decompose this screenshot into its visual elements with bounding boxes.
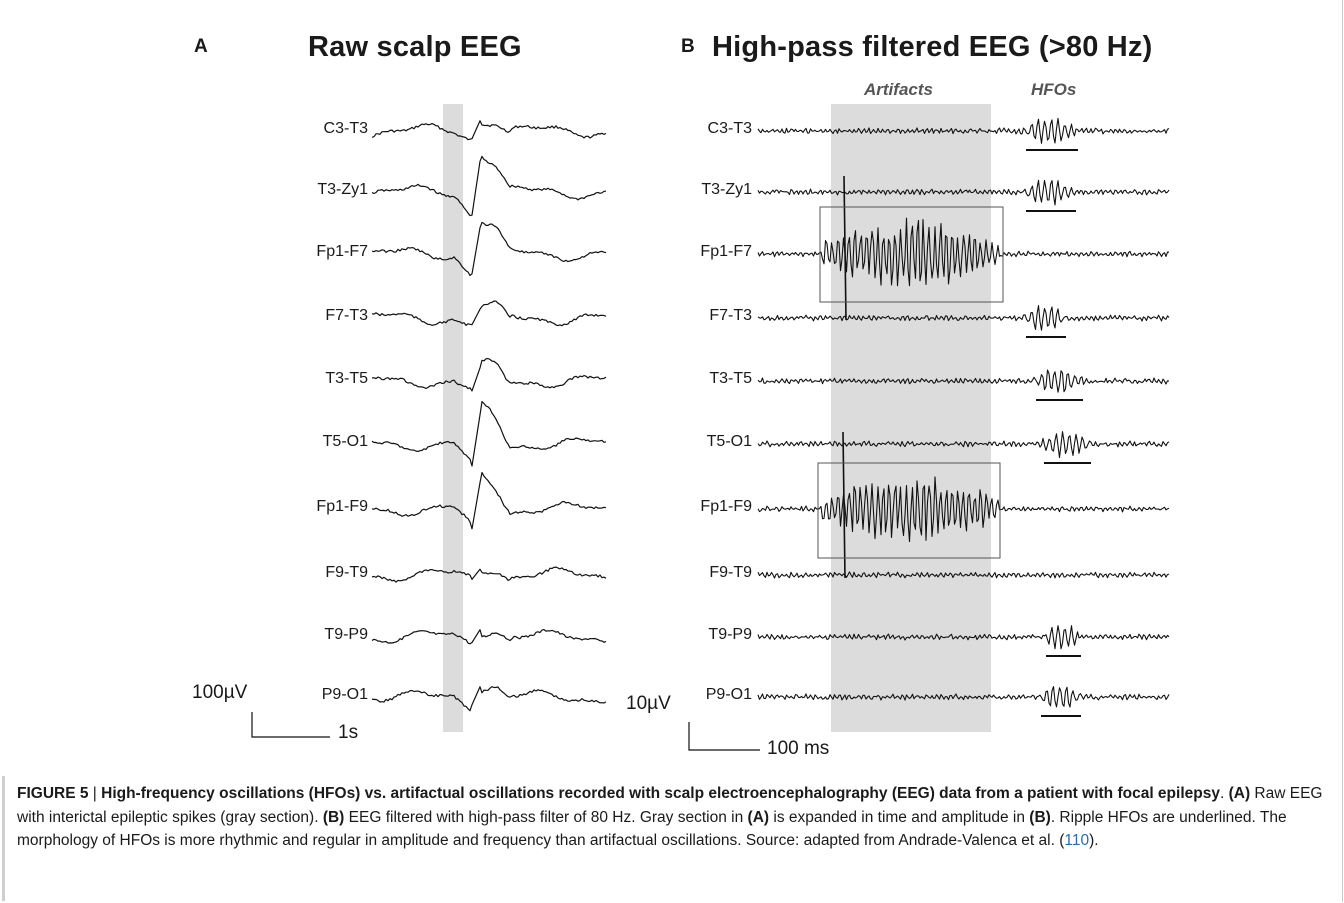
eeg-trace-b-f9-t9 — [757, 571, 1170, 579]
channel-label-a-t9-p9: T9-P9 — [324, 626, 368, 643]
channel-label-a-f7-t3: F7-T3 — [325, 307, 368, 324]
caption-text-5: . Ripple HFOs are underlined. The morpho… — [17, 808, 1287, 850]
eeg-trace-a-t3-zy1 — [371, 155, 607, 217]
figure-caption: FIGURE 5 | High-frequency oscillations (… — [17, 782, 1337, 853]
eeg-trace-b-t5-o1 — [757, 431, 1170, 459]
caption-text-6: ). — [1089, 832, 1099, 849]
eeg-trace-a-fp1-f9 — [371, 471, 607, 530]
artifact-box-fp1-f7 — [819, 206, 1004, 303]
caption-ref-b-2: (B) — [1029, 808, 1051, 826]
artifact-box-fp1-f9 — [817, 462, 1001, 559]
panel-a-gray-band — [443, 104, 463, 732]
spike-artifact-2 — [842, 431, 846, 579]
channel-label-a-t3-t5: T3-T5 — [325, 370, 368, 387]
channel-label-b-c3-t3: C3-T3 — [707, 120, 752, 137]
caption-text-3: EEG filtered with high-pass filter of 80… — [344, 808, 748, 826]
caption-separator: | — [88, 785, 102, 802]
channel-label-a-t5-o1: T5-O1 — [322, 433, 368, 450]
eeg-trace-b-fp1-f7 — [757, 217, 1170, 287]
eeg-trace-a-f9-t9 — [371, 566, 607, 583]
eeg-trace-a-fp1-f7 — [371, 221, 607, 276]
spike-artifact-1 — [843, 175, 847, 321]
caption-text-1: . — [1219, 785, 1229, 802]
citation-link[interactable]: 110 — [1064, 832, 1090, 849]
scale-b-time: 100 ms — [767, 738, 830, 759]
eeg-trace-a-t5-o1 — [371, 401, 607, 467]
scale-b-amplitude: 10µV — [626, 693, 671, 714]
caption-rule — [2, 776, 5, 901]
scale-bar-b — [688, 722, 760, 751]
caption-ref-a-2: (A) — [747, 808, 770, 826]
panel-b-letter: B — [681, 36, 695, 57]
caption-title: High-frequency oscillations (HFOs) vs. a… — [101, 785, 1220, 802]
caption-figure-label: FIGURE 5 — [17, 785, 89, 802]
eeg-trace-b-t3-zy1 — [757, 179, 1170, 206]
eeg-trace-a-p9-o1 — [371, 686, 607, 712]
channel-label-b-t5-o1: T5-O1 — [706, 433, 752, 450]
channel-label-a-f9-t9: F9-T9 — [325, 564, 368, 581]
channel-label-b-p9-o1: P9-O1 — [705, 686, 752, 703]
eeg-trace-a-t3-t5 — [371, 357, 607, 392]
channel-label-b-t3-t5: T3-T5 — [709, 370, 752, 387]
channel-label-b-f7-t3: F7-T3 — [709, 307, 752, 324]
panel-a-title: Raw scalp EEG — [308, 31, 522, 63]
artifacts-label: Artifacts — [864, 80, 933, 99]
channel-label-b-f9-t9: F9-T9 — [709, 564, 752, 581]
channel-label-b-fp1-f7: Fp1-F7 — [700, 243, 752, 260]
eeg-trace-a-c3-t3 — [371, 120, 607, 141]
channel-label-b-t3-zy1: T3-Zy1 — [701, 181, 752, 198]
panel-a-letter: A — [194, 36, 208, 57]
eeg-trace-b-f7-t3 — [757, 305, 1170, 331]
panel-b-traces — [757, 117, 1170, 708]
eeg-trace-a-f7-t3 — [371, 300, 607, 327]
caption-ref-a: (A) — [1228, 785, 1251, 802]
channel-label-b-t9-p9: T9-P9 — [708, 626, 752, 643]
hfos-label: HFOs — [1031, 80, 1077, 99]
eeg-trace-b-t3-t5 — [757, 369, 1170, 393]
scale-a-amplitude: 100µV — [192, 682, 248, 703]
hfo-underlines — [1026, 149, 1091, 717]
caption-text-2: Raw EEG with interictal epileptic spikes… — [17, 785, 1323, 826]
caption-text-4: is expanded in time and amplitude in — [769, 808, 1030, 826]
scale-bar-a — [251, 712, 330, 738]
panel-a-traces — [371, 120, 607, 712]
figure-graphics — [251, 104, 1170, 751]
panel-b-title: High-pass filtered EEG (>80 Hz) — [712, 31, 1153, 63]
channel-label-a-fp1-f9: Fp1-F9 — [316, 498, 368, 515]
panel-b-artifact-band — [831, 104, 991, 732]
channel-label-a-p9-o1: P9-O1 — [321, 686, 368, 703]
eeg-trace-b-c3-t3 — [757, 117, 1170, 144]
caption-ref-b: (B) — [322, 808, 345, 826]
channel-label-a-fp1-f7: Fp1-F7 — [316, 243, 368, 260]
eeg-trace-b-fp1-f9 — [757, 476, 1170, 543]
channel-label-a-t3-zy1: T3-Zy1 — [317, 181, 368, 198]
eeg-trace-b-t9-p9 — [757, 625, 1170, 650]
eeg-trace-b-p9-o1 — [757, 686, 1170, 708]
scale-a-time: 1s — [338, 722, 359, 743]
channel-label-a-c3-t3: C3-T3 — [323, 120, 368, 137]
figure-5: A Raw scalp EEG B High-pass filtered EEG… — [192, 31, 1170, 759]
channel-label-b-fp1-f9: Fp1-F9 — [700, 498, 752, 515]
eeg-trace-a-t9-p9 — [371, 629, 607, 645]
